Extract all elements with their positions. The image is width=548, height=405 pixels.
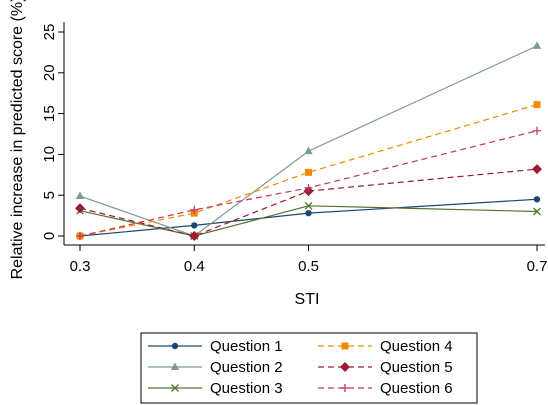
y-tick-label: 5 — [41, 191, 58, 199]
y-axis-title: Relative increase in predicted score (%) — [9, 0, 26, 279]
data-point — [75, 203, 85, 214]
data-point — [170, 362, 180, 370]
y-tick-label: 25 — [41, 24, 58, 41]
data-point — [190, 205, 199, 214]
data-point — [304, 146, 313, 155]
data-point — [305, 168, 312, 176]
series-6 — [76, 126, 541, 240]
legend-box — [140, 332, 478, 404]
data-point — [532, 164, 542, 175]
y-tick-label: 0 — [41, 232, 58, 240]
series-group — [75, 41, 542, 241]
data-point — [305, 209, 312, 217]
data-point — [304, 201, 313, 210]
data-point — [341, 342, 349, 350]
legend: Question 1 Question 2 Question 3 Question 4… — [140, 332, 478, 404]
legend-item: Question 2 — [148, 359, 283, 376]
legend-label: Question 1 — [210, 338, 283, 355]
legend-item: Question 5 — [318, 359, 453, 376]
legend-label: Question 4 — [380, 338, 453, 355]
data-point — [341, 384, 349, 392]
y-tick-label: 15 — [41, 105, 58, 122]
legend-label: Question 5 — [380, 359, 453, 376]
series-1 — [76, 196, 541, 240]
x-tick-label: 0.4 — [184, 258, 205, 275]
legend-item: Question 3 — [148, 380, 283, 397]
data-point — [533, 196, 541, 203]
series-line — [79, 130, 538, 237]
data-point — [304, 183, 313, 192]
data-point — [533, 207, 541, 216]
x-tick-label: 0.5 — [298, 258, 319, 275]
x-axis-title: STI — [295, 291, 320, 308]
series-line — [79, 45, 538, 237]
data-point — [171, 384, 179, 392]
legend-label: Question 6 — [380, 380, 453, 397]
data-point — [191, 222, 198, 229]
series-line — [79, 198, 538, 237]
data-point — [171, 342, 179, 350]
x-ticks: 0.3 0.4 0.5 0.7 — [70, 245, 548, 275]
series-3 — [76, 201, 541, 240]
x-tick-label: 0.7 — [527, 258, 548, 275]
data-point — [189, 231, 200, 241]
data-point — [533, 101, 541, 109]
data-point — [532, 41, 542, 49]
legend-label: Question 2 — [210, 359, 283, 376]
data-point — [76, 232, 84, 240]
legend-item: Question 1 — [148, 338, 283, 355]
y-tick-label: 20 — [41, 64, 58, 81]
y-tick-label: 10 — [41, 146, 58, 163]
axes — [63, 22, 545, 246]
legend-label: Question 3 — [210, 380, 283, 397]
data-point — [75, 191, 85, 200]
series-line — [79, 205, 538, 237]
legend-item: Question 6 — [318, 380, 453, 397]
data-point — [533, 126, 541, 135]
y-ticks: 0 5 10 15 20 25 — [41, 24, 64, 240]
x-tick-label: 0.3 — [70, 258, 91, 275]
data-point — [340, 362, 350, 372]
series-line — [79, 168, 538, 237]
legend-item: Question 4 — [318, 338, 453, 355]
